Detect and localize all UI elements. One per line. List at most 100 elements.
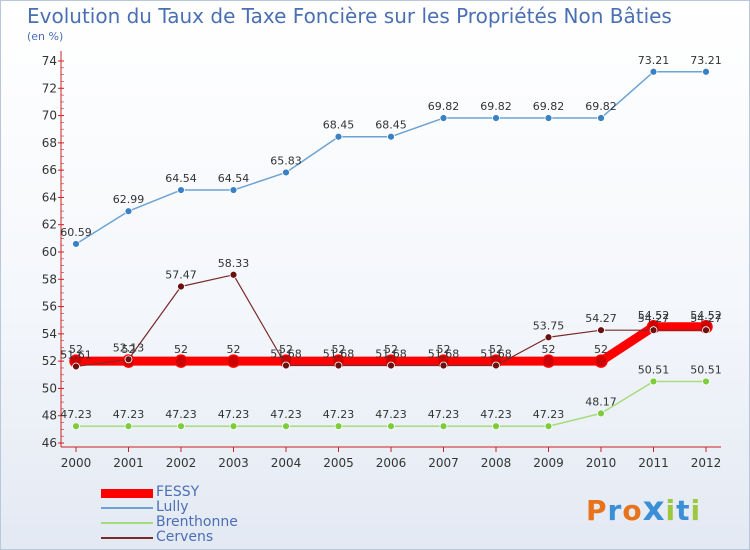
data-point-brenthonne: [72, 422, 80, 431]
legend-label: Brenthonne: [156, 514, 238, 530]
data-label-fessy: 54.52: [638, 309, 670, 322]
data-point-fessy: [594, 354, 608, 368]
data-label-cervens: 51.68: [375, 348, 407, 361]
data-label-fessy: 52: [279, 343, 293, 356]
data-label-brenthonne: 48.17: [585, 395, 617, 408]
data-point-cervens: [229, 270, 238, 279]
data-point-cervens: [334, 361, 343, 370]
x-tick-label: 2002: [166, 456, 197, 470]
y-tick-label: 50: [42, 381, 57, 395]
data-point-cervens: [387, 361, 395, 370]
data-label-lully: 69.82: [533, 100, 565, 113]
y-tick-label: 62: [42, 218, 57, 232]
data-label-fessy: 52: [174, 343, 188, 356]
data-label-fessy: 52: [122, 343, 136, 356]
data-point-brenthonne: [597, 409, 605, 418]
y-tick-label: 52: [42, 354, 57, 368]
y-tick-label: 68: [42, 136, 57, 150]
x-tick-label: 2008: [481, 456, 512, 470]
data-point-lully: [702, 67, 710, 76]
legend-swatch: [101, 537, 153, 539]
data-label-cervens: 51.68: [270, 348, 302, 361]
data-label-brenthonne: 50.51: [638, 363, 670, 376]
data-label-lully: 68.45: [375, 119, 407, 132]
y-tick-label: 70: [42, 109, 57, 123]
data-point-lully: [387, 132, 395, 141]
data-point-lully: [282, 168, 290, 177]
data-point-brenthonne: [177, 422, 185, 431]
data-point-brenthonne: [702, 377, 710, 386]
data-point-lully: [334, 132, 343, 141]
x-tick-label: 2012: [691, 456, 722, 470]
chart-title: Evolution du Taux de Taxe Foncière sur l…: [27, 4, 672, 28]
data-label-brenthonne: 47.23: [165, 408, 197, 421]
x-tick-label: 2010: [586, 456, 617, 470]
data-point-brenthonne: [229, 422, 238, 431]
y-axis-unit: (en %): [27, 30, 64, 43]
data-point-cervens: [72, 362, 80, 371]
data-label-fessy: 52: [437, 343, 451, 356]
y-tick-label: 64: [42, 190, 57, 204]
x-tick-label: 2005: [323, 456, 354, 470]
legend-swatch: [101, 522, 153, 524]
data-label-lully: 69.82: [428, 100, 460, 113]
data-label-cervens: 51.68: [428, 348, 460, 361]
logo-letter: o: [622, 494, 643, 527]
data-label-fessy: 52: [332, 343, 346, 356]
data-label-brenthonne: 50.51: [690, 363, 722, 376]
y-tick-label: 48: [42, 409, 57, 423]
data-label-lully: 62.99: [113, 193, 145, 206]
y-tick-label: 56: [42, 300, 57, 314]
data-point-cervens: [702, 326, 710, 335]
data-label-lully: 64.54: [165, 172, 197, 185]
logo-letter: r: [607, 494, 623, 527]
data-label-fessy: 54.52: [690, 309, 722, 322]
data-point-cervens: [282, 361, 290, 370]
logo-letter: P: [586, 494, 608, 527]
logo-letter: i: [690, 494, 702, 527]
logo-letter: i: [665, 494, 677, 527]
data-label-fessy: 52: [69, 343, 83, 356]
legend-item-brenthonne: Brenthonne: [101, 514, 301, 530]
data-point-lully: [597, 114, 605, 122]
data-point-brenthonne: [439, 422, 448, 431]
data-label-lully: 60.59: [60, 226, 92, 239]
y-tick-label: 58: [42, 272, 57, 286]
y-tick-label: 72: [42, 81, 57, 95]
data-point-cervens: [124, 355, 133, 364]
data-point-cervens: [649, 326, 658, 335]
data-label-lully: 64.54: [218, 172, 250, 185]
data-point-brenthonne: [282, 422, 290, 431]
data-label-cervens: 51.68: [323, 348, 355, 361]
data-label-cervens: 53.75: [533, 319, 565, 332]
y-tick-label: 60: [42, 245, 57, 259]
data-point-lully: [544, 114, 553, 122]
data-label-lully: 68.45: [323, 119, 355, 132]
data-point-lully: [177, 186, 185, 194]
y-tick-label: 54: [42, 327, 57, 341]
data-label-brenthonne: 47.23: [375, 408, 407, 421]
data-point-lully: [649, 67, 658, 76]
data-label-cervens: 58.33: [218, 257, 250, 270]
legend-item-fessy: FESSY: [101, 484, 301, 500]
data-label-cervens: 57.47: [165, 269, 197, 282]
data-point-lully: [72, 240, 80, 248]
data-label-fessy: 52: [384, 343, 398, 356]
data-label-brenthonne: 47.23: [113, 408, 145, 421]
data-point-lully: [229, 186, 238, 194]
data-label-lully: 69.82: [480, 100, 512, 113]
series-line-lully: [75, 71, 706, 245]
data-point-cervens: [492, 361, 500, 370]
data-label-lully: 65.83: [270, 154, 302, 167]
data-label-lully: 69.82: [585, 100, 617, 113]
logo-letter: x: [642, 489, 666, 529]
data-point-cervens: [597, 326, 605, 335]
proxiti-logo: Proxiti: [586, 489, 701, 529]
data-label-brenthonne: 47.23: [60, 408, 92, 421]
data-point-brenthonne: [334, 422, 343, 431]
legend-label: FESSY: [156, 484, 200, 500]
data-point-brenthonne: [544, 422, 553, 431]
data-point-cervens: [439, 361, 448, 370]
